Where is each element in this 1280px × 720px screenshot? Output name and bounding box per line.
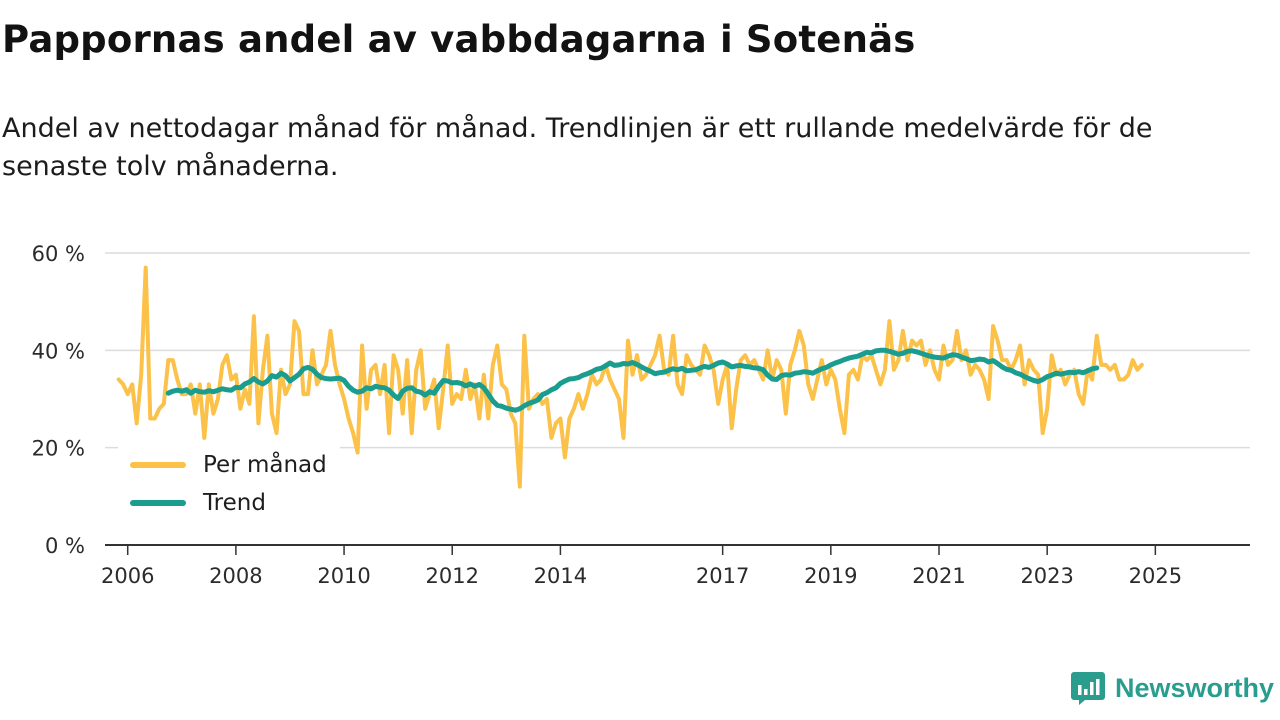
legend-swatch-trend [130, 500, 186, 506]
y-tick-label: 20 % [32, 437, 85, 461]
chart-legend: Per månad Trend [118, 444, 340, 528]
x-tick-label: 2012 [426, 564, 479, 588]
legend-item-trend: Trend [130, 488, 266, 518]
x-tick-label: 2010 [317, 564, 370, 588]
series-lines [116, 265, 1144, 489]
x-tick-label: 2025 [1129, 564, 1182, 588]
series-line-per-manad [116, 265, 1144, 489]
x-tick-label: 2023 [1020, 564, 1073, 588]
legend-label-trend: Trend [203, 490, 266, 516]
y-tick-label: 60 % [32, 242, 85, 266]
y-axis-ticks: 0 % 20 % 40 % 60 % [32, 242, 85, 558]
x-tick-label: 2008 [209, 564, 262, 588]
x-axis-ticks: 2006 2008 2010 2012 2014 2017 2019 2021 2023 2025 [101, 545, 1182, 588]
legend-swatch-monthly [130, 462, 186, 468]
newsworthy-logo-icon [1070, 672, 1105, 705]
newsworthy-logo: Newsworthy [1070, 670, 1274, 706]
series-line-trend [165, 347, 1100, 413]
newsworthy-logo-text: Newsworthy [1114, 672, 1274, 703]
legend-item-monthly: Per månad [130, 450, 327, 480]
x-tick-label: 2019 [804, 564, 857, 588]
x-tick-label: 2017 [696, 564, 749, 588]
legend-label-monthly: Per månad [203, 452, 327, 478]
chart-subtitle: Andel av nettodagar månad för månad. Tre… [2, 113, 1153, 182]
x-tick-label: 2014 [534, 564, 587, 588]
y-tick-label: 0 % [45, 534, 85, 558]
y-tick-label: 40 % [32, 339, 85, 363]
x-tick-label: 2006 [101, 564, 154, 588]
x-tick-label: 2021 [912, 564, 965, 588]
chart-title: Pappornas andel av vabbdagarna i Sotenäs [2, 18, 916, 61]
